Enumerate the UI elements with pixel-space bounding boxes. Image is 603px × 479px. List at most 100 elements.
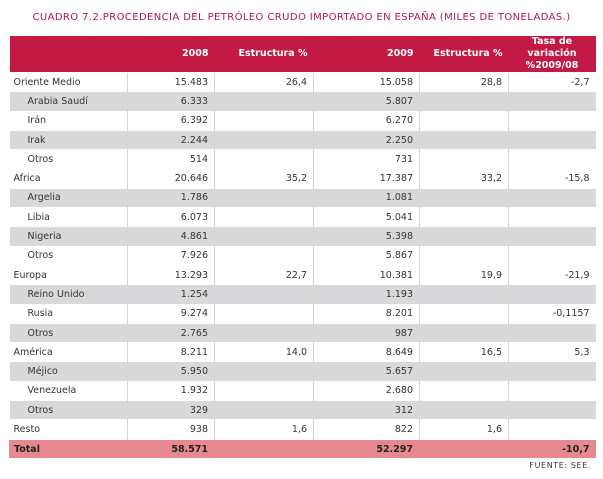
cell-value: 5.867 bbox=[313, 245, 420, 266]
cell-value bbox=[214, 226, 314, 247]
cell-value: 312 bbox=[313, 400, 420, 420]
cell-value: 7.926 bbox=[127, 245, 215, 266]
row-label: Otros bbox=[9, 245, 128, 266]
cell-value bbox=[214, 361, 314, 382]
row-label: Argelia bbox=[9, 187, 128, 208]
cell-value: 16,5 bbox=[419, 342, 509, 362]
cell-value bbox=[508, 110, 596, 131]
cell-value: 1,6 bbox=[419, 419, 509, 440]
cell-value: 5.398 bbox=[313, 226, 420, 247]
cell-value: -2,7 bbox=[508, 71, 596, 92]
cell-value: 514 bbox=[127, 149, 215, 169]
cell-value bbox=[419, 129, 509, 150]
header-variation-rate: Tasa de variación %2009/08 bbox=[525, 36, 579, 71]
cell-value: 938 bbox=[127, 419, 215, 440]
cell-value: 19,9 bbox=[419, 264, 509, 285]
cell-value bbox=[508, 419, 596, 440]
row-label: Otros bbox=[9, 400, 128, 420]
row-label: Europa bbox=[9, 264, 128, 285]
cell-value: 10.381 bbox=[313, 264, 420, 285]
cell-value: 2.244 bbox=[127, 129, 215, 150]
cell-value bbox=[419, 380, 509, 401]
cell-value bbox=[508, 322, 596, 343]
country-row: Venezuela 1.932 2.680 bbox=[9, 380, 596, 401]
country-row: Argelia 1.786 1.081 bbox=[9, 187, 596, 208]
country-row: Otros 2.765 987 bbox=[9, 322, 596, 343]
cell-value: 5.657 bbox=[313, 361, 420, 382]
cell-value: 4.861 bbox=[127, 226, 215, 247]
cell-value: 8.649 bbox=[313, 342, 420, 362]
header-row: 2008 Estructura % 2009 Estructura % Tasa… bbox=[9, 36, 596, 73]
total-value bbox=[214, 438, 314, 459]
row-label: Irak bbox=[9, 129, 128, 150]
country-row: Méjico 5.950 5.657 bbox=[9, 361, 596, 382]
cell-value: -21,9 bbox=[508, 264, 596, 285]
cell-value: 1.193 bbox=[313, 284, 420, 305]
row-label: Oriente Medio bbox=[9, 71, 128, 92]
cell-value: 2.765 bbox=[127, 322, 215, 343]
cell-value bbox=[214, 110, 314, 131]
cell-value: 15.483 bbox=[127, 71, 215, 92]
country-row: Libia 6.073 5.041 bbox=[9, 207, 596, 227]
country-row: Otros 329 312 bbox=[9, 400, 596, 420]
cell-value: 8.201 bbox=[313, 303, 420, 324]
header-2009: 2009 bbox=[387, 48, 414, 59]
cell-value: 822 bbox=[313, 419, 420, 440]
cell-value: 1.081 bbox=[313, 187, 420, 208]
total-value: 58.571 bbox=[127, 438, 215, 459]
total-label: Total bbox=[9, 438, 128, 459]
cell-value: 6.392 bbox=[127, 110, 215, 131]
cell-value: 6.270 bbox=[313, 110, 420, 131]
total-value: -10,7 bbox=[508, 438, 596, 459]
row-label: Africa bbox=[9, 168, 128, 189]
cell-value bbox=[419, 91, 509, 112]
cell-value: 15.058 bbox=[313, 71, 420, 92]
cell-value bbox=[214, 322, 314, 343]
cell-value: 987 bbox=[313, 322, 420, 343]
header-structure-2009: Estructura % bbox=[433, 48, 503, 59]
cell-value bbox=[419, 149, 509, 169]
row-label: Nigeria bbox=[9, 226, 128, 247]
row-label: América bbox=[9, 342, 128, 362]
cell-value bbox=[419, 322, 509, 343]
cell-value: 13.293 bbox=[127, 264, 215, 285]
cell-value bbox=[508, 245, 596, 266]
header-structure-2008: Estructura % bbox=[238, 48, 308, 59]
row-label: Resto bbox=[9, 419, 128, 440]
total-value bbox=[419, 438, 509, 459]
cell-value bbox=[214, 400, 314, 420]
country-row: Rusia 9.274 8.201 -0,1157 bbox=[9, 303, 596, 324]
header-origin bbox=[10, 36, 128, 73]
cell-value: 1.932 bbox=[127, 380, 215, 401]
cell-value bbox=[508, 361, 596, 382]
row-label: Arabia Saudí bbox=[9, 91, 128, 112]
region-row: Africa 20.646 35,2 17.387 33,2 -15,8 bbox=[9, 168, 596, 189]
cell-value: 731 bbox=[313, 149, 420, 169]
cell-value bbox=[419, 245, 509, 266]
cell-value bbox=[508, 400, 596, 420]
cell-value: 14,0 bbox=[214, 342, 314, 362]
header-2008: 2008 bbox=[182, 48, 209, 59]
country-row: Irak 2.244 2.250 bbox=[9, 129, 596, 150]
row-label: Rusia bbox=[9, 303, 128, 324]
cell-value bbox=[214, 303, 314, 324]
cell-value: 26,4 bbox=[214, 71, 314, 92]
country-row: Nigeria 4.861 5.398 bbox=[9, 226, 596, 247]
cell-value: 2.250 bbox=[313, 129, 420, 150]
cell-value bbox=[419, 400, 509, 420]
country-row: Arabia Saudí 6.333 5.807 bbox=[9, 91, 596, 112]
cell-value bbox=[214, 129, 314, 150]
cell-value bbox=[508, 284, 596, 305]
cell-value: 20.646 bbox=[127, 168, 215, 189]
cell-value: 5.950 bbox=[127, 361, 215, 382]
cell-value: 1.254 bbox=[127, 284, 215, 305]
source-note: FUENTE: SEE. bbox=[529, 461, 591, 470]
cell-value: 329 bbox=[127, 400, 215, 420]
cell-value bbox=[508, 149, 596, 169]
cell-value: 2.680 bbox=[313, 380, 420, 401]
cell-value: 6.333 bbox=[127, 91, 215, 112]
cell-value bbox=[419, 361, 509, 382]
row-label: Libia bbox=[9, 207, 128, 227]
total-row: Total 58.571 52.297 -10,7 bbox=[9, 438, 596, 459]
table-title: CUADRO 7.2.PROCEDENCIA DEL PETRÓLEO CRUD… bbox=[32, 12, 571, 23]
